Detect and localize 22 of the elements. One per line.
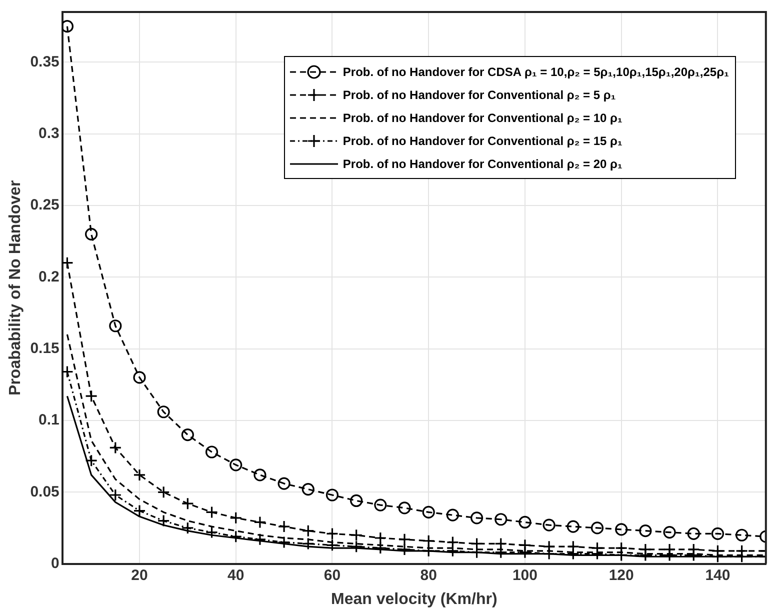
x-tick-label: 140 bbox=[705, 566, 730, 584]
y-axis-title: Proabability of No Handover bbox=[7, 180, 24, 396]
legend-label: Prob. of no Handover for Conventional ρ₂ = 5 ρ₁ bbox=[342, 88, 616, 102]
x-axis-title: Mean velocity (Km/hr) bbox=[331, 590, 498, 608]
y-tick-label: 0.15 bbox=[30, 340, 60, 357]
x-tick-label: 80 bbox=[420, 566, 437, 584]
x-tick-label: 20 bbox=[131, 566, 148, 584]
y-tick-label: 0.3 bbox=[38, 124, 60, 142]
legend-label: Prob. of no Handover for Conventional ρ₂ = 20 ρ₁ bbox=[342, 156, 622, 170]
x-tick-label: 40 bbox=[228, 566, 244, 584]
y-tick-label: 0.1 bbox=[38, 412, 60, 429]
y-tick-label: 0.2 bbox=[38, 268, 60, 286]
y-tick-label: 0.35 bbox=[30, 53, 60, 70]
x-tick-label: 60 bbox=[324, 566, 341, 584]
legend-label: Prob. of no Handover for Conventional ρ₂ = 15 ρ₁ bbox=[342, 134, 622, 148]
x-tick-label: 100 bbox=[512, 566, 538, 584]
legend-label: Prob. of no Handover for Conventional ρ₂ = 10 ρ₁ bbox=[342, 110, 622, 124]
x-tick-label: 120 bbox=[608, 566, 634, 584]
legend-label: Prob. of no Handover for CDSA ρ₁ = 10,ρ₂ = 5ρ₁,10ρ₁,15ρ₁,20ρ₁,25ρ₁ bbox=[342, 64, 729, 78]
y-tick-label: 0 bbox=[51, 554, 60, 572]
y-tick-label: 0.25 bbox=[30, 196, 60, 214]
y-tick-label: 0.05 bbox=[30, 483, 60, 500]
